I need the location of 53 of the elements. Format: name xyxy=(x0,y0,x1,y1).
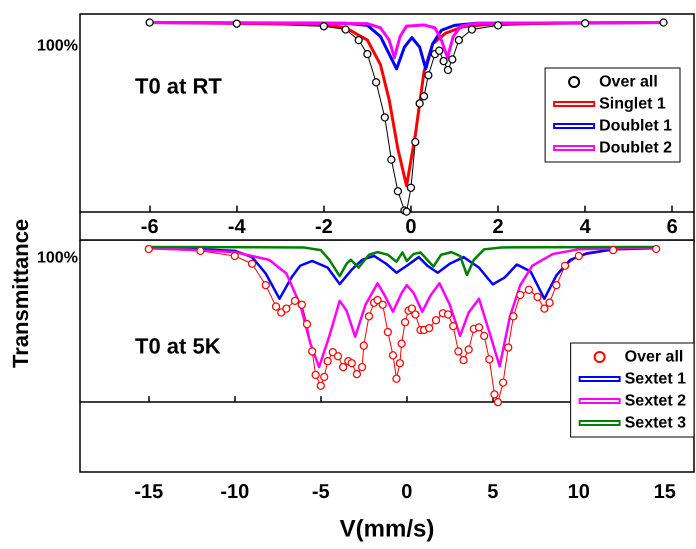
x-tick-label: 15 xyxy=(654,481,676,503)
x-tick-label: 10 xyxy=(568,481,590,503)
point xyxy=(402,208,411,216)
x-tick-label: 2 xyxy=(492,216,504,238)
text: 100% xyxy=(37,250,78,266)
legend-label: Sextet 3 xyxy=(624,414,686,432)
x-tick-label: 0 xyxy=(405,216,417,238)
point xyxy=(380,113,389,122)
legend-label: Sextet 2 xyxy=(624,392,686,410)
legend-label: Over all xyxy=(624,348,684,366)
point xyxy=(448,55,456,64)
text: 100% xyxy=(37,38,78,54)
annotation: T0 at RT xyxy=(135,74,222,98)
point xyxy=(372,78,380,86)
point xyxy=(411,138,420,146)
point xyxy=(581,19,590,28)
y-axis-title: Transmittance xyxy=(8,218,34,368)
point xyxy=(232,20,241,28)
x-tick-label: 6 xyxy=(666,216,678,238)
legend-label: Singlet 1 xyxy=(599,96,666,112)
x-tick-label: 0 xyxy=(401,481,412,503)
x-tick-label: -2 xyxy=(314,216,333,238)
x-tick-label: -15 xyxy=(134,481,164,503)
x-tick-label: -4 xyxy=(228,216,247,238)
point xyxy=(454,36,463,44)
point xyxy=(424,71,432,80)
legend-label: Doublet 2 xyxy=(599,140,672,156)
point xyxy=(342,25,350,34)
point xyxy=(363,50,372,58)
point xyxy=(394,187,402,196)
x-axis-title: V(mm/s) xyxy=(340,516,434,542)
annotation: T0 at 5K xyxy=(135,334,221,358)
point xyxy=(468,25,476,34)
point xyxy=(444,66,452,74)
point xyxy=(146,18,154,27)
point xyxy=(387,156,396,164)
x-tick-label: -5 xyxy=(312,481,330,503)
point xyxy=(416,99,424,108)
point xyxy=(659,18,668,27)
x-tick-label: -10 xyxy=(220,481,250,503)
point xyxy=(440,56,448,66)
point xyxy=(320,22,328,30)
x-tick-label: -6 xyxy=(140,216,159,238)
legend-label: Over all xyxy=(599,74,658,90)
point xyxy=(435,46,444,55)
point xyxy=(354,36,363,44)
legend-label: Sextet 1 xyxy=(624,370,686,388)
legend-label: Doublet 1 xyxy=(599,118,672,134)
point xyxy=(494,21,502,30)
x-tick-label: 4 xyxy=(580,216,592,238)
x-tick-label: 5 xyxy=(487,481,498,503)
point xyxy=(420,92,428,100)
point xyxy=(406,184,416,192)
